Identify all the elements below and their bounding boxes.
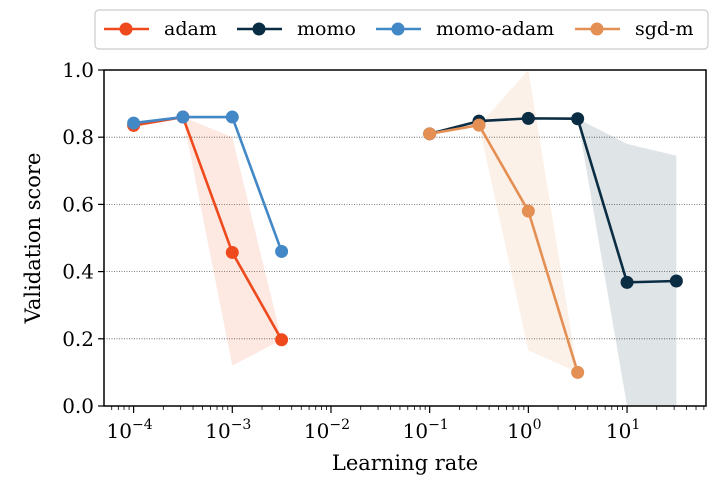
y-axis-ticks: 0.0 0.2 0.4 0.6 0.8 1.0 bbox=[62, 58, 104, 418]
sgd-m-point bbox=[423, 127, 437, 141]
momo-point bbox=[620, 275, 634, 289]
momo-adam-point bbox=[275, 244, 289, 258]
momo-adam-line bbox=[133, 115, 283, 252]
sgd-m-point bbox=[472, 118, 486, 132]
x-tick-label: 10−4 bbox=[107, 417, 153, 443]
y-tick-label: 0.0 bbox=[62, 394, 94, 418]
momo-line bbox=[429, 117, 677, 284]
momo-point bbox=[521, 111, 535, 125]
adam-legend-marker bbox=[119, 22, 133, 36]
adam-point bbox=[225, 245, 239, 259]
plot-frame bbox=[103, 69, 707, 407]
y-tick-label: 1.0 bbox=[62, 58, 94, 82]
y-tick-label: 0.8 bbox=[62, 125, 94, 149]
x-tick-label: 10−2 bbox=[304, 417, 350, 443]
momo-point bbox=[571, 112, 585, 126]
y-axis-label: Validation score bbox=[21, 153, 45, 325]
momo-adam-legend-marker bbox=[391, 22, 405, 36]
adam-band bbox=[133, 117, 282, 366]
sgd-m-legend-marker bbox=[590, 22, 604, 36]
x-axis-ticks: 10−4 10−3 10−2 10−1 100 101 bbox=[107, 406, 705, 443]
legend-label-momo: momo bbox=[297, 18, 356, 40]
legend-label-momo-adam: momo-adam bbox=[436, 18, 554, 40]
sgd-m-band bbox=[429, 70, 578, 373]
momo-legend-marker bbox=[252, 22, 266, 36]
legend-label-adam: adam bbox=[164, 18, 217, 40]
momo-point bbox=[669, 274, 683, 288]
x-tick-label: 10−1 bbox=[403, 417, 449, 443]
x-tick-label: 10−3 bbox=[205, 417, 251, 443]
series-points bbox=[127, 110, 683, 379]
sgd-m-point bbox=[571, 365, 585, 379]
momo-band bbox=[429, 118, 677, 406]
grid-lines bbox=[104, 136, 706, 340]
adam-point bbox=[275, 333, 289, 347]
x-tick-label: 101 bbox=[606, 417, 640, 443]
momo-adam-point bbox=[127, 116, 141, 130]
x-tick-label: 100 bbox=[507, 417, 541, 443]
y-tick-label: 0.4 bbox=[62, 260, 94, 284]
momo-adam-point bbox=[225, 110, 239, 124]
sgd-m-point bbox=[521, 204, 535, 218]
y-tick-label: 0.6 bbox=[62, 192, 94, 216]
legend: adam momo momo-adam sgd-m bbox=[94, 9, 709, 50]
x-axis-label: Learning rate bbox=[332, 451, 478, 475]
series-lines bbox=[133, 115, 677, 373]
confidence-bands bbox=[133, 70, 677, 406]
legend-label-sgd-m: sgd-m bbox=[635, 18, 694, 40]
sgd-m-line bbox=[429, 123, 579, 373]
momo-adam-point bbox=[176, 110, 190, 124]
y-tick-label: 0.2 bbox=[62, 327, 94, 351]
